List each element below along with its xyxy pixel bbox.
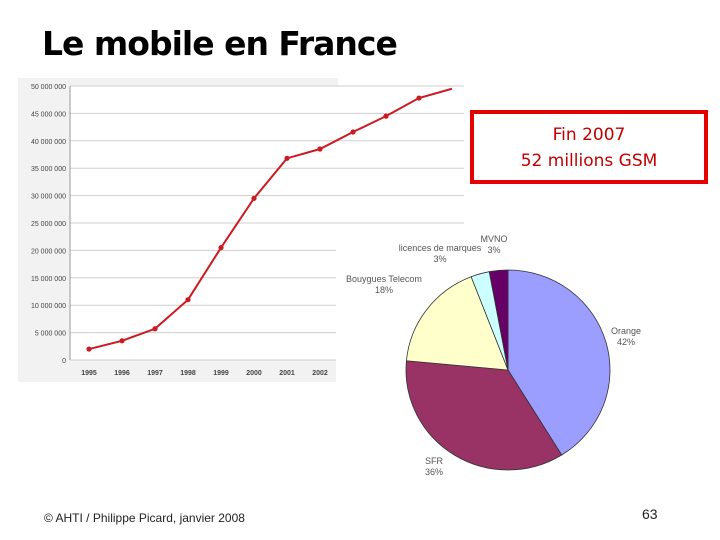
data-point xyxy=(284,155,290,161)
pie-slice-bouygues-telecom xyxy=(405,276,509,371)
y-tick-label: 20 000 000 xyxy=(31,248,66,255)
data-point xyxy=(383,113,389,119)
data-point xyxy=(86,346,92,352)
page-number: 63 xyxy=(642,506,658,522)
pie-label: Orange xyxy=(611,326,641,336)
x-tick-label: 1998 xyxy=(180,370,196,377)
subscribers-line-chart: 0 5 000 000 10 000 000 15 000 000 20 000 000… xyxy=(18,78,464,382)
y-tick-label: 25 000 000 xyxy=(31,221,66,228)
callout-box: Fin 2007 52 millions GSM xyxy=(470,110,708,184)
data-point xyxy=(152,326,158,332)
pie-label: SFR xyxy=(425,456,444,466)
pie-percent-label: 3% xyxy=(433,254,446,264)
pie-label: MVNO xyxy=(481,234,508,244)
pie-label: Bouygues Telecom xyxy=(346,274,422,284)
data-point xyxy=(119,338,125,344)
y-tick-label: 30 000 000 xyxy=(31,194,66,201)
y-tick-label: 5 000 000 xyxy=(35,331,66,338)
y-tick-label: 45 000 000 xyxy=(31,111,66,118)
y-tick-label: 40 000 000 xyxy=(31,139,66,146)
slide-title: Le mobile en France xyxy=(42,24,398,63)
data-point xyxy=(185,297,191,303)
x-tick-label: 2002 xyxy=(312,370,328,377)
y-tick-label: 10 000 000 xyxy=(31,303,66,310)
pie-label: licences de marques xyxy=(399,243,482,253)
pie-percent-label: 3% xyxy=(487,245,500,255)
x-tick-label: 2000 xyxy=(246,370,262,377)
series-line xyxy=(88,87,453,351)
pie-slice-mvno xyxy=(488,269,509,371)
data-point xyxy=(218,245,224,251)
callout-subscribers: 52 millions GSM xyxy=(520,151,658,171)
data-point xyxy=(317,146,323,152)
y-tick-label: 0 xyxy=(62,358,66,365)
x-tick-label: 1995 xyxy=(81,370,97,377)
x-tick-label: 1996 xyxy=(114,370,130,377)
callout-year: Fin 2007 xyxy=(552,125,626,145)
pie-slice-orange xyxy=(507,269,611,456)
x-tick-label: 1999 xyxy=(213,370,229,377)
pie-percent-label: 18% xyxy=(375,285,393,295)
x-tick-label: 1997 xyxy=(147,370,163,377)
pie-slice-sfr xyxy=(405,360,563,471)
footer-copyright: © AHTI / Philippe Picard, janvier 2008 xyxy=(44,511,245,525)
pie-percent-label: 36% xyxy=(425,467,443,477)
data-point xyxy=(416,95,422,101)
y-tick-label: 15 000 000 xyxy=(31,276,66,283)
y-tick-label: 50 000 000 xyxy=(31,84,66,91)
y-tick-label: 35 000 000 xyxy=(31,166,66,173)
pie-percent-label: 42% xyxy=(617,337,635,347)
data-point xyxy=(350,129,356,135)
data-point xyxy=(251,195,257,201)
x-tick-label: 2001 xyxy=(279,370,295,377)
